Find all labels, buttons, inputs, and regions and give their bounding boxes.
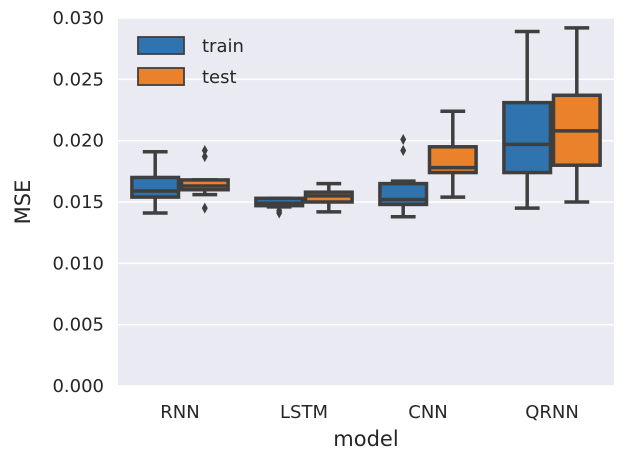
x-tick-label: RNN (160, 402, 199, 423)
y-tick-label: 0.015 (52, 192, 104, 213)
y-tick-label: 0.020 (52, 131, 104, 152)
y-tick-label: 0.030 (52, 8, 104, 29)
legend-label-test: test (202, 67, 237, 88)
outlier-marker (400, 133, 407, 145)
outlier-marker (201, 151, 208, 163)
x-tick-label: QRNN (525, 402, 579, 423)
legend-swatch-test (137, 67, 185, 86)
y-tick-label: 0.010 (52, 253, 104, 274)
box-test (303, 181, 354, 214)
grid-lines (118, 17, 614, 387)
legend-label-train: train (202, 36, 244, 57)
outlier-marker (201, 202, 208, 214)
x-tick-label: LSTM (280, 402, 328, 423)
boxes-layer (130, 26, 602, 219)
outlier-marker (276, 207, 283, 219)
legend: train test (137, 36, 244, 88)
box-test (179, 144, 230, 214)
y-tick-label: 0.005 (52, 315, 104, 336)
outlier-marker (201, 144, 208, 156)
box-iqr (502, 100, 553, 175)
y-axis-label: MSE (11, 180, 35, 225)
box-iqr (130, 175, 181, 199)
box-train (378, 133, 429, 219)
box-test (427, 109, 478, 199)
box-train (254, 196, 305, 219)
box-iqr (378, 181, 429, 207)
box-test (551, 26, 602, 204)
outlier-marker (400, 144, 407, 156)
y-tick-label: 0.025 (52, 69, 104, 90)
legend-swatch-train (137, 36, 185, 55)
x-tick-label: CNN (408, 402, 448, 423)
x-axis-label: model (333, 427, 398, 451)
x-tick-labels: RNN LSTM CNN QRNN (160, 402, 579, 423)
y-tick-label: 0.000 (52, 376, 104, 397)
box-train (502, 29, 553, 210)
y-tick-labels: 0.000 0.005 0.010 0.015 0.020 0.025 0.030 (52, 8, 104, 397)
box-train (130, 149, 181, 215)
